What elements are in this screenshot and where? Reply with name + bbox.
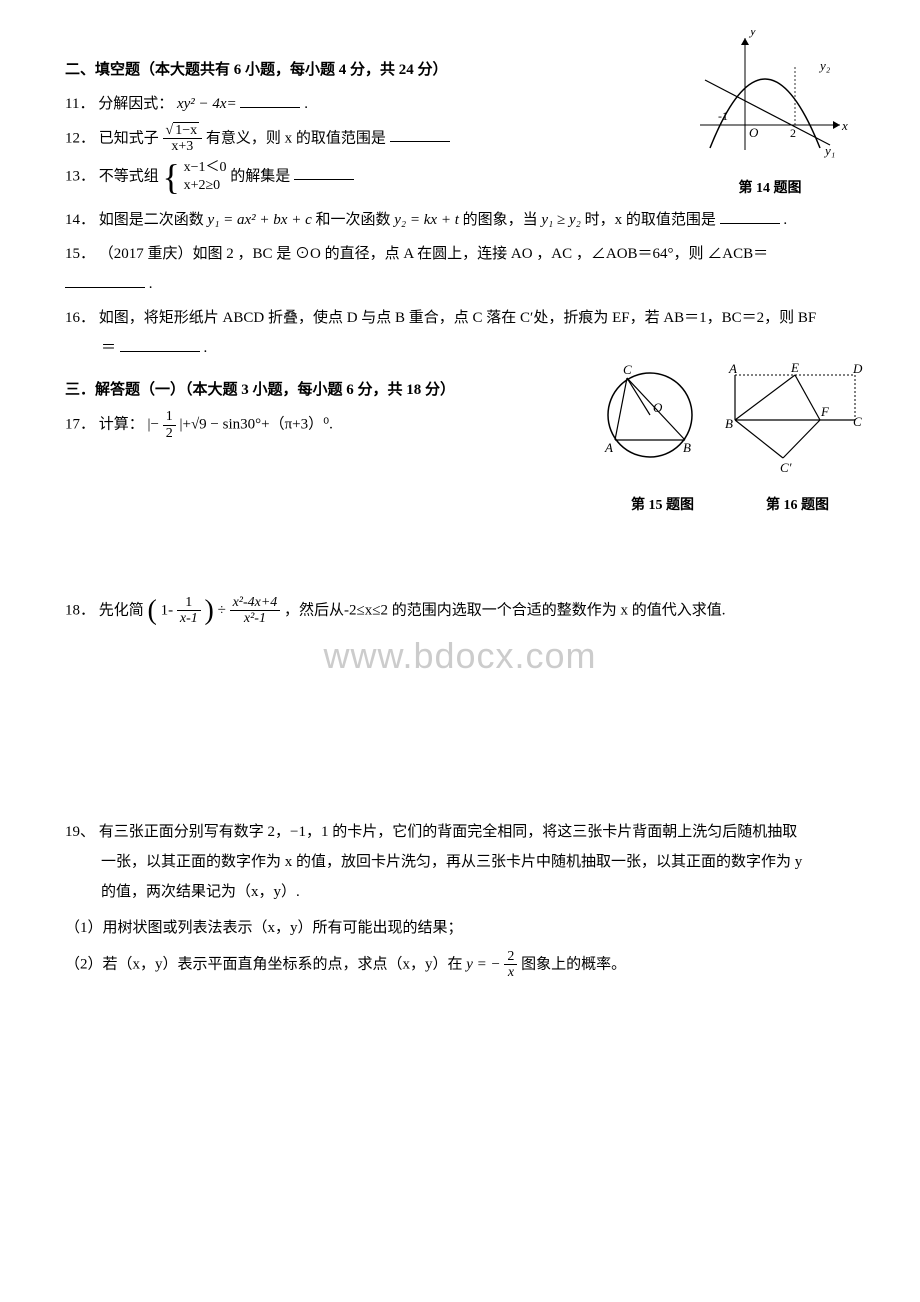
q13-num: 13． <box>65 168 95 184</box>
q17-text-a: 计算： |− <box>99 416 159 432</box>
q11-text-a: 分解因式： <box>98 96 173 112</box>
q14-y1: y₁ = ax² + bx + c <box>208 212 312 228</box>
question-11: 11． 分解因式： xy² − 4x= . <box>65 89 860 119</box>
q12-num: 12． <box>65 130 95 146</box>
q14-text-b: 和一次函数 <box>316 212 395 228</box>
q18-frac1: 1 x-1 <box>177 595 201 627</box>
q17-num: 17． <box>65 416 95 432</box>
q18-text-a: 先化简 <box>99 602 144 618</box>
q13-text-b: 的解集是 <box>230 168 290 184</box>
q14-num: 14． <box>65 212 95 228</box>
q12-blank <box>390 126 450 142</box>
q19-text-a: 有三张正面分别写有数字 2，−1，1 的卡片，它们的背面完全相同，将这三张卡片背… <box>99 824 797 840</box>
q14-text-a: 如图是二次函数 <box>99 212 208 228</box>
q14-y2: y₂ = kx + t <box>394 212 459 228</box>
section-3-heading: 三．解答题（一）（本大题 3 小题，每小题 6 分，共 18 分） <box>65 375 860 405</box>
brace-icon: { <box>163 159 180 195</box>
q15-text-b: . <box>149 276 153 292</box>
fig16-label: 第 16 题图 <box>766 492 829 520</box>
q19-sub1: （1）用树状图或列表法表示（x，y）所有可能出现的结果； <box>65 913 860 943</box>
watermark: www.bdocx.com <box>323 620 596 692</box>
question-19: 19、 有三张正面分别写有数字 2，−1，1 的卡片，它们的背面完全相同，将这三… <box>65 817 860 981</box>
q19-num: 19、 <box>65 824 95 840</box>
q13-blank <box>294 164 354 180</box>
q16-blank <box>120 336 200 352</box>
q11-expr: xy² − 4x= <box>177 96 237 112</box>
q18-frac2: x²-4x+4 x²-1 <box>230 595 281 627</box>
svg-text:B: B <box>683 440 691 455</box>
q15-text-a: （2017 重庆）如图 2 ，BC 是 ⊙O 的直径，点 A 在圆上，连接 AO… <box>99 246 768 262</box>
q11-blank <box>240 92 300 108</box>
q11-text-b: . <box>304 96 308 112</box>
question-17: 17． 计算： |− 1 2 |+√9 − sin30°+（π+3）⁰. <box>65 409 860 441</box>
q16-text-c: . <box>204 340 208 356</box>
rparen-icon: ) <box>205 595 214 626</box>
q12-text-a: 已知式子 <box>99 130 159 146</box>
q18-text-b: ，然后从-2≤x≤2 的范围内选取一个合适的整数作为 x 的值代入求值. <box>284 602 725 618</box>
question-13: 13． 不等式组 { x−1＜0 x+2≥0 的解集是 <box>65 159 860 195</box>
q14-text-d: 时，x 的取值范围是 <box>585 212 716 228</box>
q13-text-a: 不等式组 <box>99 168 159 184</box>
q18-div: ÷ <box>218 602 226 618</box>
lparen-icon: ( <box>148 595 157 626</box>
q19-sub2-a: （2）若（x，y）表示平面直角坐标系的点，求点（x，y）在 <box>65 956 466 972</box>
q15-blank <box>65 272 145 288</box>
q14-blank <box>720 208 780 224</box>
q16-num: 16． <box>65 310 95 326</box>
q19-frac: 2 x <box>504 949 517 981</box>
svg-text:y: y <box>748 30 756 38</box>
question-16: 16． 如图，将矩形纸片 ABCD 折叠，使点 D 与点 B 重合，点 C 落在… <box>65 303 860 363</box>
q17-text-b: |+√9 − sin30°+（π+3）⁰. <box>179 416 332 432</box>
q19-sub2-b: 图象上的概率。 <box>521 956 626 972</box>
svg-text:D: D <box>852 361 863 376</box>
question-12: 12． 已知式子 1−x x+3 有意义，则 x 的取值范围是 <box>65 123 860 155</box>
svg-text:A: A <box>604 440 613 455</box>
q19-text-c: 的值，两次结果记为（x，y）. <box>65 877 860 907</box>
q14-cond: y₁ ≥ y₂ <box>541 212 580 228</box>
fig15-label: 第 15 题图 <box>631 492 694 520</box>
q12-text-b: 有意义，则 x 的取值范围是 <box>206 130 386 146</box>
q17-frac: 1 2 <box>163 409 176 441</box>
q19-text-b: 一张，以其正面的数字作为 x 的值，放回卡片洗匀，再从三张卡片中随机抽取一张，以… <box>65 847 860 877</box>
q12-frac: 1−x x+3 <box>163 123 203 155</box>
q14-text-c: 的图象，当 <box>463 212 542 228</box>
q16-text-a: 如图，将矩形纸片 ABCD 折叠，使点 D 与点 B 重合，点 C 落在 C′处… <box>99 310 817 326</box>
q19-sub2: （2）若（x，y）表示平面直角坐标系的点，求点（x，y）在 y = − 2 x … <box>65 949 860 981</box>
question-14: 14． 如图是二次函数 y₁ = ax² + bx + c 和一次函数 y₂ =… <box>65 205 860 235</box>
q13-brace: x−1＜0 x+2≥0 <box>184 159 227 195</box>
q15-num: 15． <box>65 246 95 262</box>
q11-num: 11． <box>65 96 94 112</box>
svg-text:A: A <box>728 361 737 376</box>
q18-num: 18． <box>65 602 95 618</box>
q14-text-e: . <box>783 212 787 228</box>
question-15: 15． （2017 重庆）如图 2 ，BC 是 ⊙O 的直径，点 A 在圆上，连… <box>65 239 860 299</box>
svg-text:C′: C′ <box>780 460 792 475</box>
q18-p1a: 1- <box>161 602 174 618</box>
section-2-heading: 二、填空题（本大题共有 6 小题，每小题 4 分，共 24 分） <box>65 55 860 85</box>
q16-text-b: ＝ <box>65 340 116 356</box>
